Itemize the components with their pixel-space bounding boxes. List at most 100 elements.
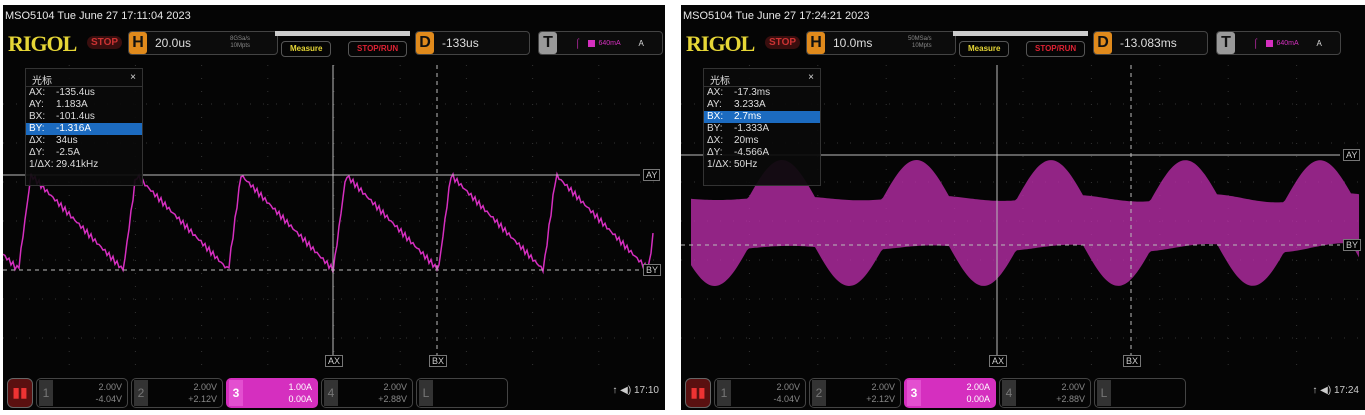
horizontal-label: H (129, 32, 147, 54)
channel-1-button[interactable]: 1 2.00V -4.04V (36, 377, 128, 408)
speaker-icon[interactable]: ◀) (620, 385, 632, 396)
channel-scale: 2.00A (966, 381, 990, 392)
sample-rate: 8GSa/s (230, 36, 251, 42)
cursor-readout-key: BX: (29, 111, 46, 122)
cursor-readout-value: 1.183A (56, 99, 88, 110)
cursor-panel-title: 光标 (32, 76, 52, 87)
channel-bar: ▮▮ 1 2.00V -4.04V 2 2.00V +2.12V 3 1.00A 0.00A 4 2… (3, 375, 665, 410)
cursor-readout-key: ΔY: (707, 147, 723, 158)
cursor-readout-row[interactable]: 1/ΔX: 29.41kHz (26, 159, 142, 171)
sample-rate: 50MSa/s (908, 36, 932, 42)
cursor-readout-key: BY: (29, 123, 45, 134)
delay-value: -13.083ms (1120, 36, 1177, 50)
waveform-position-bar[interactable] (275, 31, 410, 36)
cursor-readout-row[interactable]: ΔY: -2.5A (26, 147, 142, 159)
trigger-level: 640mA (1276, 39, 1299, 47)
cursor-readout-value: -1.316A (56, 123, 92, 134)
cursor-readout-row[interactable]: AX: -17.3ms (704, 87, 820, 99)
cursor-readout-value: -135.4us (56, 87, 95, 98)
waveform-position-bar[interactable] (953, 31, 1088, 36)
screen-title: MSO5104 Tue June 27 17:24:21 2023 (683, 10, 870, 22)
channel-number: 4 (324, 379, 338, 406)
channel-number: 3 (907, 379, 921, 406)
cursor-by-label[interactable]: BY (643, 264, 662, 276)
cursor-readout-value: 2.7ms (734, 111, 762, 122)
menu-icon[interactable]: ▮▮ (685, 377, 711, 408)
cursor-readout-row[interactable]: BX: -101.4us (26, 111, 142, 123)
cursor-ay-label[interactable]: AY (1343, 149, 1361, 161)
channel-L-button[interactable]: L (416, 377, 508, 408)
cursor-panel: 光标 × AX: -17.3ms AY: 3.233A BX: 2.7ms BY: -1.333… (703, 68, 821, 186)
channel-1-button[interactable]: 1 2.00V -4.04V (714, 377, 806, 408)
delay-button[interactable]: D -133us (415, 31, 530, 55)
cursor-ax-label[interactable]: AX (989, 355, 1008, 367)
trigger-button[interactable]: T ⌠ 640mA A (1216, 31, 1341, 55)
cursor-readout-row[interactable]: BY: -1.333A (704, 123, 820, 135)
cursor-bx-label[interactable]: BX (429, 355, 448, 367)
channel-3-button[interactable]: 3 1.00A 0.00A (226, 377, 318, 408)
cursor-readout-row[interactable]: AY: 1.183A (26, 99, 142, 111)
speaker-icon[interactable]: ◀) (1320, 385, 1332, 396)
stop-run-button[interactable]: STOP/RUN (348, 41, 408, 57)
cursor-readout-key: BY: (707, 123, 723, 134)
channel-2-button[interactable]: 2 2.00V +2.12V (809, 377, 901, 408)
cursor-readout-row[interactable]: ΔX: 20ms (704, 135, 820, 147)
clock: 17:10 (633, 385, 659, 396)
cursor-readout-value: 50Hz (734, 159, 758, 170)
horizontal-button[interactable]: H 20.0us 8GSa/s 10Mpts (128, 31, 278, 55)
channel-scale: 2.00V (193, 381, 217, 392)
trigger-source-icon (588, 39, 596, 47)
cursor-readout-key: AX: (29, 87, 46, 98)
delay-label: D (1094, 32, 1112, 54)
channel-4-button[interactable]: 4 2.00V +2.88V (321, 377, 413, 408)
memory-depth: 10Mpts (230, 43, 251, 49)
close-icon[interactable]: × (808, 72, 814, 83)
cursor-readout-key: ΔX: (29, 135, 46, 146)
cursor-readout-row[interactable]: BX: 2.7ms (704, 111, 820, 123)
cursor-readout-row[interactable]: AY: 3.233A (704, 99, 820, 111)
cursor-readout-key: 1/ΔX: (29, 159, 54, 170)
cursor-readout-value: -17.3ms (734, 87, 771, 98)
channel-3-button[interactable]: 3 2.00A 0.00A (904, 377, 996, 408)
clock: 17:24 (1333, 385, 1359, 396)
cursor-readout-row[interactable]: ΔX: 34us (26, 135, 142, 147)
timebase-value: 20.0us (155, 36, 192, 50)
cursor-readout-row[interactable]: 1/ΔX: 50Hz (704, 159, 820, 171)
cursor-readout-row[interactable]: AX: -135.4us (26, 87, 142, 99)
cursor-readout-value: 20ms (734, 135, 759, 146)
channel-scale: 2.00V (98, 381, 122, 392)
cursor-ax-label[interactable]: AX (325, 355, 344, 367)
measure-button[interactable]: Measure (959, 41, 1010, 57)
channel-4-button[interactable]: 4 2.00V +2.88V (999, 377, 1091, 408)
cursor-readout-value: 29.41kHz (56, 159, 99, 170)
cursor-panel: 光标 × AX: -135.4us AY: 1.183A BX: -101.4us BY: -1… (25, 68, 143, 186)
delay-button[interactable]: D -13.083ms (1093, 31, 1208, 55)
cursor-readout-key: ΔX: (707, 135, 724, 146)
scope-screen-left: MSO5104 Tue June 27 17:11:04 2023 RIGOL … (3, 5, 665, 410)
channel-offset: +2.12V (866, 393, 895, 404)
trigger-label: T (539, 32, 557, 54)
waveform-plot (3, 65, 665, 377)
run-state-badge[interactable]: STOP (765, 36, 801, 49)
menu-icon[interactable]: ▮▮ (7, 377, 33, 408)
channel-scale: 1.00A (288, 381, 312, 392)
cursor-readout-value: -101.4us (56, 111, 95, 122)
measure-button[interactable]: Measure (281, 41, 332, 57)
trigger-button[interactable]: T ⌠ 640mA A (538, 31, 663, 55)
cursor-bx-label[interactable]: BX (1123, 355, 1142, 367)
stop-run-button[interactable]: STOP/RUN (1026, 41, 1086, 57)
cursor-ay-label[interactable]: AY (643, 169, 661, 181)
channel-number: L (1097, 379, 1111, 406)
cursor-readout-row[interactable]: ΔY: -4.566A (704, 147, 820, 159)
cursor-readout-row[interactable]: BY: -1.316A (26, 123, 142, 135)
channel-scale: 2.00V (776, 381, 800, 392)
cursor-readout-value: 3.233A (734, 99, 766, 110)
channel-offset: 0.00A (288, 393, 312, 404)
cursor-readout-key: AY: (707, 99, 722, 110)
horizontal-button[interactable]: H 10.0ms 50MSa/s 10Mpts (806, 31, 956, 55)
channel-L-button[interactable]: L (1094, 377, 1186, 408)
channel-2-button[interactable]: 2 2.00V +2.12V (131, 377, 223, 408)
run-state-badge[interactable]: STOP (87, 36, 123, 49)
cursor-by-label[interactable]: BY (1343, 239, 1362, 251)
close-icon[interactable]: × (130, 72, 136, 83)
